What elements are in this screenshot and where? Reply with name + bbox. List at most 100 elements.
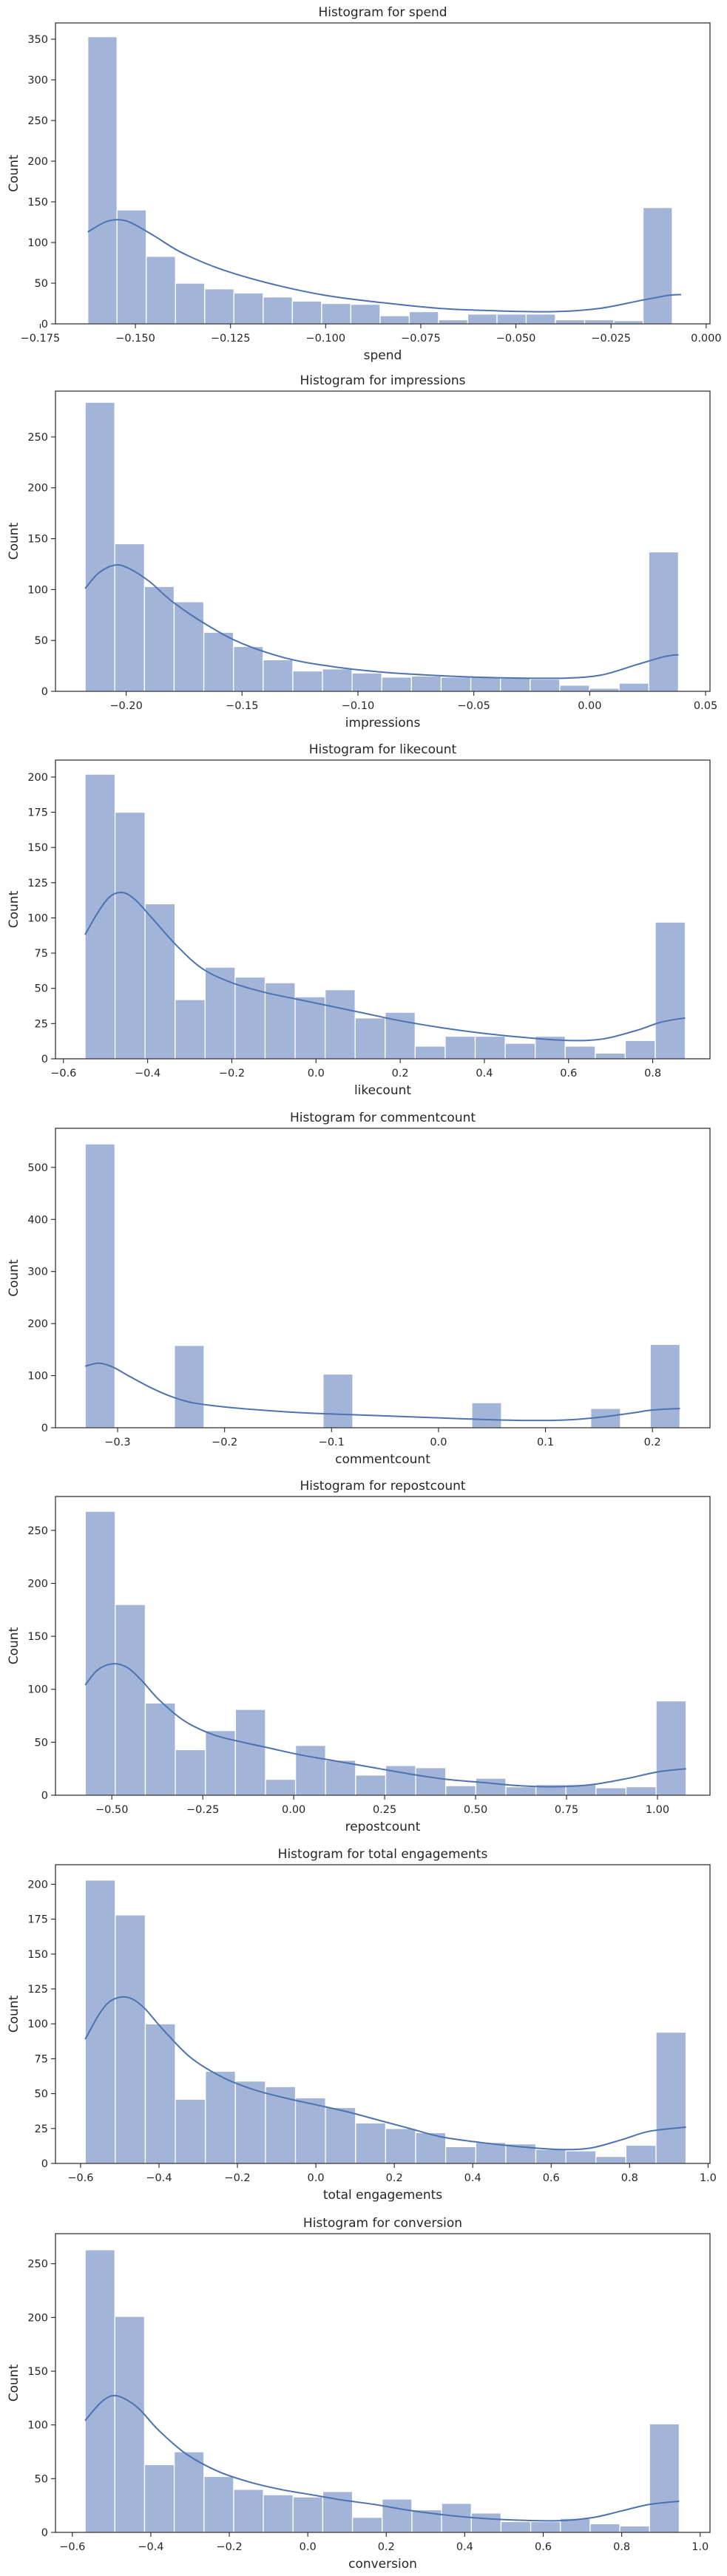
histogram-bar bbox=[350, 303, 381, 325]
chart-title: Histogram for commentcount bbox=[290, 1111, 476, 1125]
histogram-bar bbox=[146, 256, 176, 325]
y-tick-label: 0 bbox=[41, 1790, 48, 1802]
chart-panel-4: −0.3 −0.2 −0.1 0.0 0.1 0.2 0 100 200 300 400 500 His… bbox=[7, 1111, 711, 1467]
histogram-bar bbox=[234, 976, 266, 1060]
plot-frame bbox=[55, 22, 711, 325]
histogram-bar bbox=[445, 1785, 477, 1796]
histogram-bar bbox=[467, 313, 498, 325]
histogram-bar bbox=[504, 1043, 536, 1060]
histogram-bar bbox=[475, 1777, 507, 1796]
histogram-bar bbox=[325, 2106, 356, 2164]
histogram-bar bbox=[649, 1343, 681, 1428]
x-tick-label: 0.000 bbox=[691, 333, 722, 345]
x-tick-label: 0.8 bbox=[644, 1068, 661, 1079]
x-tick-label: 0.0 bbox=[430, 1437, 447, 1448]
histogram-bar bbox=[475, 2142, 507, 2164]
histogram-bar bbox=[351, 2517, 383, 2533]
plot-frame bbox=[55, 2233, 711, 2533]
histogram-bar bbox=[175, 282, 206, 325]
y-tick-label: 0 bbox=[41, 2527, 48, 2539]
y-tick-label: 125 bbox=[27, 878, 48, 889]
x-tick-label: −0.2 bbox=[212, 1437, 237, 1448]
histogram-bar bbox=[496, 313, 527, 325]
histogram-bar bbox=[471, 1402, 502, 1428]
chart-title: Histogram for repostcount bbox=[300, 1479, 465, 1494]
histogram-bar bbox=[438, 319, 469, 325]
x-tick-label: 0.6 bbox=[535, 2541, 552, 2553]
y-tick-label: 100 bbox=[27, 584, 48, 596]
y-tick-label: 175 bbox=[27, 807, 48, 819]
y-tick-label: 50 bbox=[35, 2473, 48, 2485]
x-tick-label: 0.0 bbox=[308, 1068, 325, 1079]
y-axis-label: Count bbox=[7, 890, 21, 928]
histogram-bar bbox=[204, 288, 234, 325]
chart-title: Histogram for conversion bbox=[303, 2216, 462, 2231]
x-tick-label: −0.6 bbox=[50, 1068, 76, 1079]
x-tick-label: 0.50 bbox=[464, 1804, 487, 1816]
histogram-bar bbox=[385, 1011, 416, 1060]
y-tick-label: 150 bbox=[27, 2366, 48, 2378]
chart-title: Histogram for likecount bbox=[309, 742, 457, 757]
x-tick-label: −0.2 bbox=[216, 2541, 242, 2553]
histogram-bar bbox=[555, 319, 586, 325]
x-tick-label: 0.00 bbox=[578, 700, 601, 712]
histogram-bar bbox=[354, 1017, 386, 1060]
histogram-bar bbox=[84, 1511, 116, 1796]
histogram-bar bbox=[205, 1729, 237, 1796]
histogram-bar bbox=[474, 1035, 506, 1060]
y-tick-label: 200 bbox=[27, 772, 48, 784]
x-tick-label: 0.2 bbox=[378, 2541, 395, 2553]
x-axis-label: commentcount bbox=[335, 1452, 430, 1467]
kde-curve bbox=[87, 219, 681, 313]
y-tick-label: 0 bbox=[41, 1423, 48, 1434]
y-tick-label: 250 bbox=[27, 115, 48, 127]
histogram-bar bbox=[115, 1914, 146, 2164]
chart-panel-2: −0.20 −0.15 −0.10 −0.05 0.00 0.05 0 50 100 150 200… bbox=[7, 373, 717, 731]
y-tick-label: 200 bbox=[27, 1578, 48, 1590]
histogram-bar bbox=[144, 1702, 176, 1796]
y-tick-label: 200 bbox=[27, 2312, 48, 2324]
x-tick-label: 0.25 bbox=[373, 1804, 396, 1816]
histogram-bar bbox=[470, 2512, 502, 2533]
x-tick-label: 1.00 bbox=[646, 1804, 669, 1816]
histogram-bar bbox=[565, 2150, 597, 2164]
histogram-bar bbox=[84, 1880, 116, 2164]
x-tick-label: 0.0 bbox=[308, 2172, 325, 2184]
x-tick-label: 0.2 bbox=[644, 1437, 661, 1448]
x-tick-label: 0.2 bbox=[392, 1068, 409, 1079]
histogram-bar bbox=[84, 401, 115, 692]
histogram-bar bbox=[655, 2031, 687, 2164]
histogram-bar bbox=[175, 1749, 206, 1796]
histogram-bar bbox=[655, 1700, 687, 1796]
histogram-bar bbox=[440, 677, 472, 692]
y-axis-label: Count bbox=[7, 1995, 21, 2033]
histogram-bar bbox=[204, 966, 236, 1060]
y-tick-label: 100 bbox=[27, 237, 48, 249]
histogram-bar bbox=[294, 1745, 326, 1796]
histogram-bar bbox=[530, 678, 561, 692]
y-tick-label: 150 bbox=[27, 1631, 48, 1643]
x-tick-label: 0.75 bbox=[555, 1804, 578, 1816]
histogram-bar bbox=[385, 2128, 416, 2164]
y-tick-label: 50 bbox=[35, 2089, 48, 2101]
histogram-bar bbox=[144, 903, 176, 1060]
x-axis-label: likecount bbox=[354, 1083, 411, 1098]
kde-curve bbox=[84, 2394, 680, 2522]
histogram-bar bbox=[203, 631, 234, 692]
chart-panel-7: −0.6 −0.4 −0.2 0.0 0.2 0.4 0.6 0.8 1.0 0 50 100 150 2… bbox=[7, 2216, 711, 2572]
histogram-bar bbox=[175, 999, 206, 1060]
histogram-bar bbox=[324, 989, 356, 1060]
x-tick-label: −0.6 bbox=[67, 2172, 93, 2184]
histogram-bar bbox=[589, 2523, 621, 2533]
histogram-bar bbox=[625, 1786, 657, 1796]
histogram-bar bbox=[175, 2098, 206, 2164]
histogram-bar bbox=[408, 311, 439, 325]
x-tick-label: 0.00 bbox=[282, 1804, 305, 1816]
histogram-bar bbox=[87, 36, 118, 325]
y-tick-label: 100 bbox=[27, 1684, 48, 1696]
histogram-bar bbox=[234, 2080, 266, 2164]
histogram-bar bbox=[649, 2423, 680, 2533]
y-tick-label: 25 bbox=[35, 1018, 48, 1030]
histogram-bar bbox=[291, 300, 322, 325]
y-tick-label: 500 bbox=[27, 1162, 48, 1174]
